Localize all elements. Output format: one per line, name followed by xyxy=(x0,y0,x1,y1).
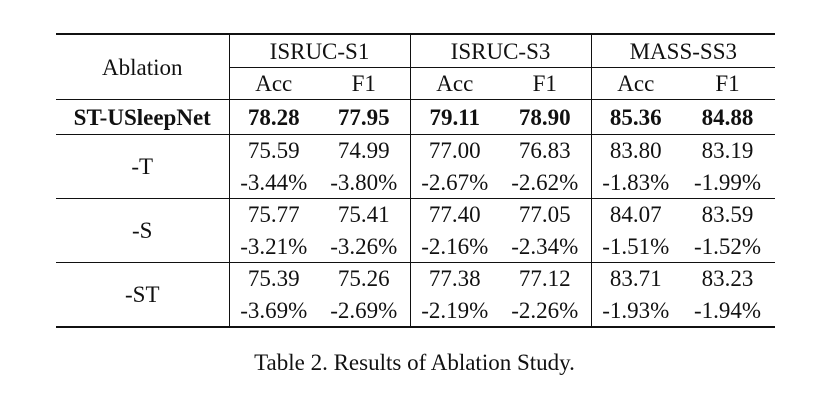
ablation-value-cell: 84.07 xyxy=(609,202,662,227)
main-value-cell: 78.28 xyxy=(229,99,318,135)
ablation-value-cell: 83.71 xyxy=(609,266,662,291)
ablation-value-cell: 75.59 xyxy=(247,138,300,163)
metric-header-f1: F1 xyxy=(499,67,592,100)
main-value-cell: 84.88 xyxy=(680,99,776,135)
ablation-delta-cell: -3.21% xyxy=(229,230,318,263)
metric-header-acc: Acc xyxy=(591,67,681,100)
ablation-delta-cell: -1.83% xyxy=(591,166,681,199)
metric-header-acc: Acc xyxy=(229,67,318,100)
ablation-value-cell: 83.80 xyxy=(609,138,662,163)
ablation-value-cell: 83.23 xyxy=(701,266,754,291)
ablation-value-cell: 77.00 xyxy=(428,138,481,163)
ablation-value-cell: 75.77 xyxy=(247,202,300,227)
main-value-cell: 79.11 xyxy=(410,99,500,135)
ablation-value-cell: 77.40 xyxy=(428,202,481,227)
metric-header-acc: Acc xyxy=(410,67,500,100)
ablation-delta-cell: -1.51% xyxy=(591,230,681,263)
ablation-name-cell: -T xyxy=(56,134,230,199)
ablation-value-cell: 75.26 xyxy=(318,262,411,294)
ablation-name-cell: -ST xyxy=(56,262,230,328)
ablation-value-cell: 77.38 xyxy=(428,266,481,291)
dataset-header-mass-ss3: MASS-SS3 xyxy=(591,33,776,68)
model-name-cell: ST-USleepNet xyxy=(56,99,230,135)
main-value-cell: 77.95 xyxy=(318,99,411,135)
ablation-delta-cell: -1.93% xyxy=(591,294,681,328)
ablation-table-container: Ablation ISRUC-S1 ISRUC-S3 MASS-SS3 Acc … xyxy=(56,33,776,328)
ablation-delta-cell: -3.80% xyxy=(318,166,411,199)
ablation-delta-cell: -2.16% xyxy=(410,230,500,263)
ablation-delta-cell: -1.99% xyxy=(680,166,776,199)
ablation-delta-cell: -3.26% xyxy=(318,230,411,263)
ablation-results-table: Ablation ISRUC-S1 ISRUC-S3 MASS-SS3 Acc … xyxy=(56,33,776,328)
ablation-value-cell: 76.83 xyxy=(499,134,592,166)
ablation-delta-cell: -1.94% xyxy=(680,294,776,328)
ablation-delta-cell: -3.44% xyxy=(229,166,318,199)
main-value-cell: 85.36 xyxy=(591,99,681,135)
main-value-cell: 78.90 xyxy=(499,99,592,135)
ablation-delta-cell: -2.19% xyxy=(410,294,500,328)
ablation-value-cell: 77.05 xyxy=(499,198,592,230)
metric-header-f1: F1 xyxy=(318,67,411,100)
ablation-value-cell: 83.59 xyxy=(701,202,754,227)
ablation-value-cell: 75.41 xyxy=(318,198,411,230)
ablation-value-cell: 77.12 xyxy=(499,262,592,294)
metric-header-f1: F1 xyxy=(680,67,776,100)
ablation-value-cell: 74.99 xyxy=(318,134,411,166)
ablation-delta-cell: -3.69% xyxy=(229,294,318,328)
ablation-value-cell: 83.19 xyxy=(701,138,754,163)
ablation-delta-cell: -2.69% xyxy=(318,294,411,328)
ablation-delta-cell: -2.67% xyxy=(410,166,500,199)
ablation-name-cell: -S xyxy=(56,198,230,263)
ablation-delta-cell: -2.26% xyxy=(499,294,592,328)
ablation-value-cell: 75.39 xyxy=(247,266,300,291)
ablation-delta-cell: -2.62% xyxy=(499,166,592,199)
table-caption: Table 2. Results of Ablation Study. xyxy=(254,350,575,375)
dataset-header-isruc-s3: ISRUC-S3 xyxy=(410,33,592,68)
ablation-delta-cell: -2.34% xyxy=(499,230,592,263)
ablation-column-header: Ablation xyxy=(56,33,230,100)
dataset-header-isruc-s1: ISRUC-S1 xyxy=(229,33,411,68)
ablation-delta-cell: -1.52% xyxy=(680,230,776,263)
